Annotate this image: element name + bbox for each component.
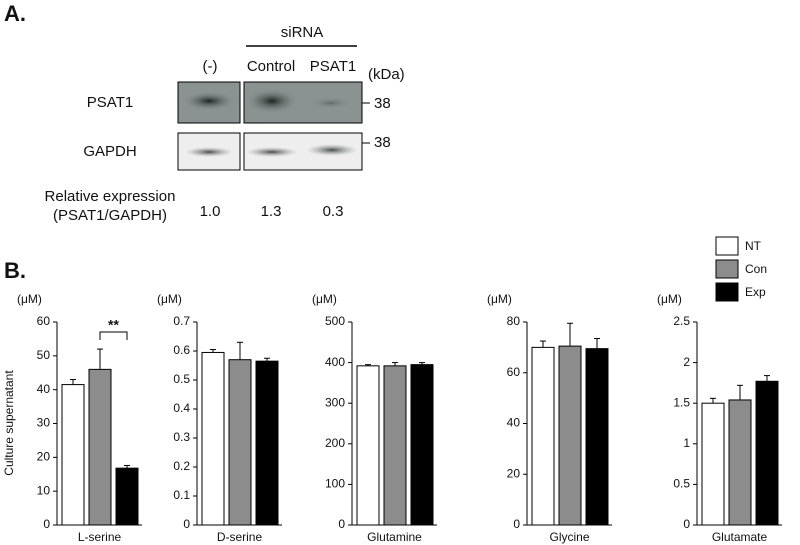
y-tick-label: 1 xyxy=(683,436,690,450)
y-tick-label: 0 xyxy=(683,517,690,531)
lane-label: Control xyxy=(247,58,295,75)
y-tick-label: 50 xyxy=(37,348,51,362)
panel-label: A. xyxy=(4,1,26,26)
y-tick-label: 200 xyxy=(325,436,345,450)
bar xyxy=(728,399,752,526)
y-tick-label: 0 xyxy=(338,517,345,531)
y-tick-label: 0.4 xyxy=(173,401,190,415)
x-axis-label: Glutamine xyxy=(367,530,422,544)
y-tick-label: 80 xyxy=(507,314,521,328)
y-tick-label: 0.3 xyxy=(173,430,190,444)
y-tick-label: 1.5 xyxy=(673,395,690,409)
y-tick-label: 2 xyxy=(683,355,690,369)
y-tick-label: 300 xyxy=(325,395,345,409)
y-tick-label: 500 xyxy=(325,314,345,328)
legend-swatch xyxy=(715,259,739,279)
y-tick-label: 0.5 xyxy=(673,477,690,491)
bar xyxy=(755,380,779,526)
band xyxy=(185,147,233,157)
x-axis-label: D-serine xyxy=(217,530,263,544)
legend-swatch xyxy=(715,282,739,302)
bar xyxy=(61,384,85,526)
relative-value: 0.3 xyxy=(323,203,344,220)
row-label: PSAT1 xyxy=(87,94,133,111)
bar xyxy=(410,364,434,526)
y-tick-label: 40 xyxy=(37,382,51,396)
band xyxy=(181,91,237,111)
y-tick-label: 0.2 xyxy=(173,459,190,473)
y-tick-label: 0.6 xyxy=(173,343,190,357)
y-tick-label: 30 xyxy=(37,416,51,430)
relative-label: Relative expression xyxy=(45,188,176,205)
significance-label: ** xyxy=(108,317,119,333)
legend-label: NT xyxy=(745,239,762,253)
unit-label: (μM) xyxy=(487,292,512,306)
bar xyxy=(115,467,139,526)
unit-label: (μM) xyxy=(157,292,182,306)
y-tick-label: 20 xyxy=(507,466,521,480)
bar xyxy=(228,359,252,526)
y-axis-label: Culture supernatant xyxy=(2,370,16,476)
significance-bracket xyxy=(99,331,128,340)
bar xyxy=(255,360,279,526)
unit-label: (μM) xyxy=(657,292,682,306)
lane-label: (-) xyxy=(203,58,218,75)
legend-swatch xyxy=(715,236,739,256)
x-axis-label: L-serine xyxy=(78,530,122,544)
y-tick-label: 60 xyxy=(37,314,51,328)
y-tick-label: 10 xyxy=(37,483,51,497)
bar xyxy=(88,368,112,526)
bar xyxy=(701,402,725,526)
group-label: siRNA xyxy=(281,24,324,41)
y-tick-label: 20 xyxy=(37,450,51,464)
x-axis-label: Glutamate xyxy=(712,530,768,544)
y-tick-label: 0 xyxy=(183,517,190,531)
marker-label: 38 xyxy=(374,95,391,112)
lane-label: PSAT1 xyxy=(310,58,356,75)
bar xyxy=(531,346,555,526)
relative-value: 1.3 xyxy=(261,203,282,220)
relative-label: (PSAT1/GAPDH) xyxy=(53,207,167,224)
band xyxy=(306,144,358,156)
y-tick-label: 2.5 xyxy=(673,314,690,328)
y-tick-label: 60 xyxy=(507,365,521,379)
panel-label: B. xyxy=(4,258,26,283)
y-tick-label: 400 xyxy=(325,355,345,369)
band xyxy=(246,147,298,157)
y-tick-label: 0.7 xyxy=(173,314,190,328)
bar xyxy=(585,348,609,526)
bar xyxy=(201,351,225,526)
y-tick-label: 40 xyxy=(507,416,521,430)
blot xyxy=(177,81,363,171)
row-label: GAPDH xyxy=(83,143,136,160)
bar xyxy=(558,345,582,526)
unit-label: (μM) xyxy=(312,292,337,306)
band xyxy=(309,97,353,109)
unit-label: (kDa) xyxy=(368,66,405,83)
relative-value: 1.0 xyxy=(200,203,221,220)
y-tick-label: 0 xyxy=(43,517,50,531)
unit-label: (μM) xyxy=(17,292,42,306)
y-tick-label: 0.5 xyxy=(173,372,190,386)
legend-label: Con xyxy=(745,262,767,276)
y-tick-label: 0 xyxy=(513,517,520,531)
x-axis-label: Glycine xyxy=(549,530,589,544)
bar xyxy=(383,365,407,526)
bar xyxy=(356,365,380,526)
band xyxy=(244,88,300,114)
legend-label: Exp xyxy=(745,285,766,299)
y-tick-label: 100 xyxy=(325,477,345,491)
y-tick-label: 0.1 xyxy=(173,488,190,502)
marker-label: 38 xyxy=(374,134,391,151)
